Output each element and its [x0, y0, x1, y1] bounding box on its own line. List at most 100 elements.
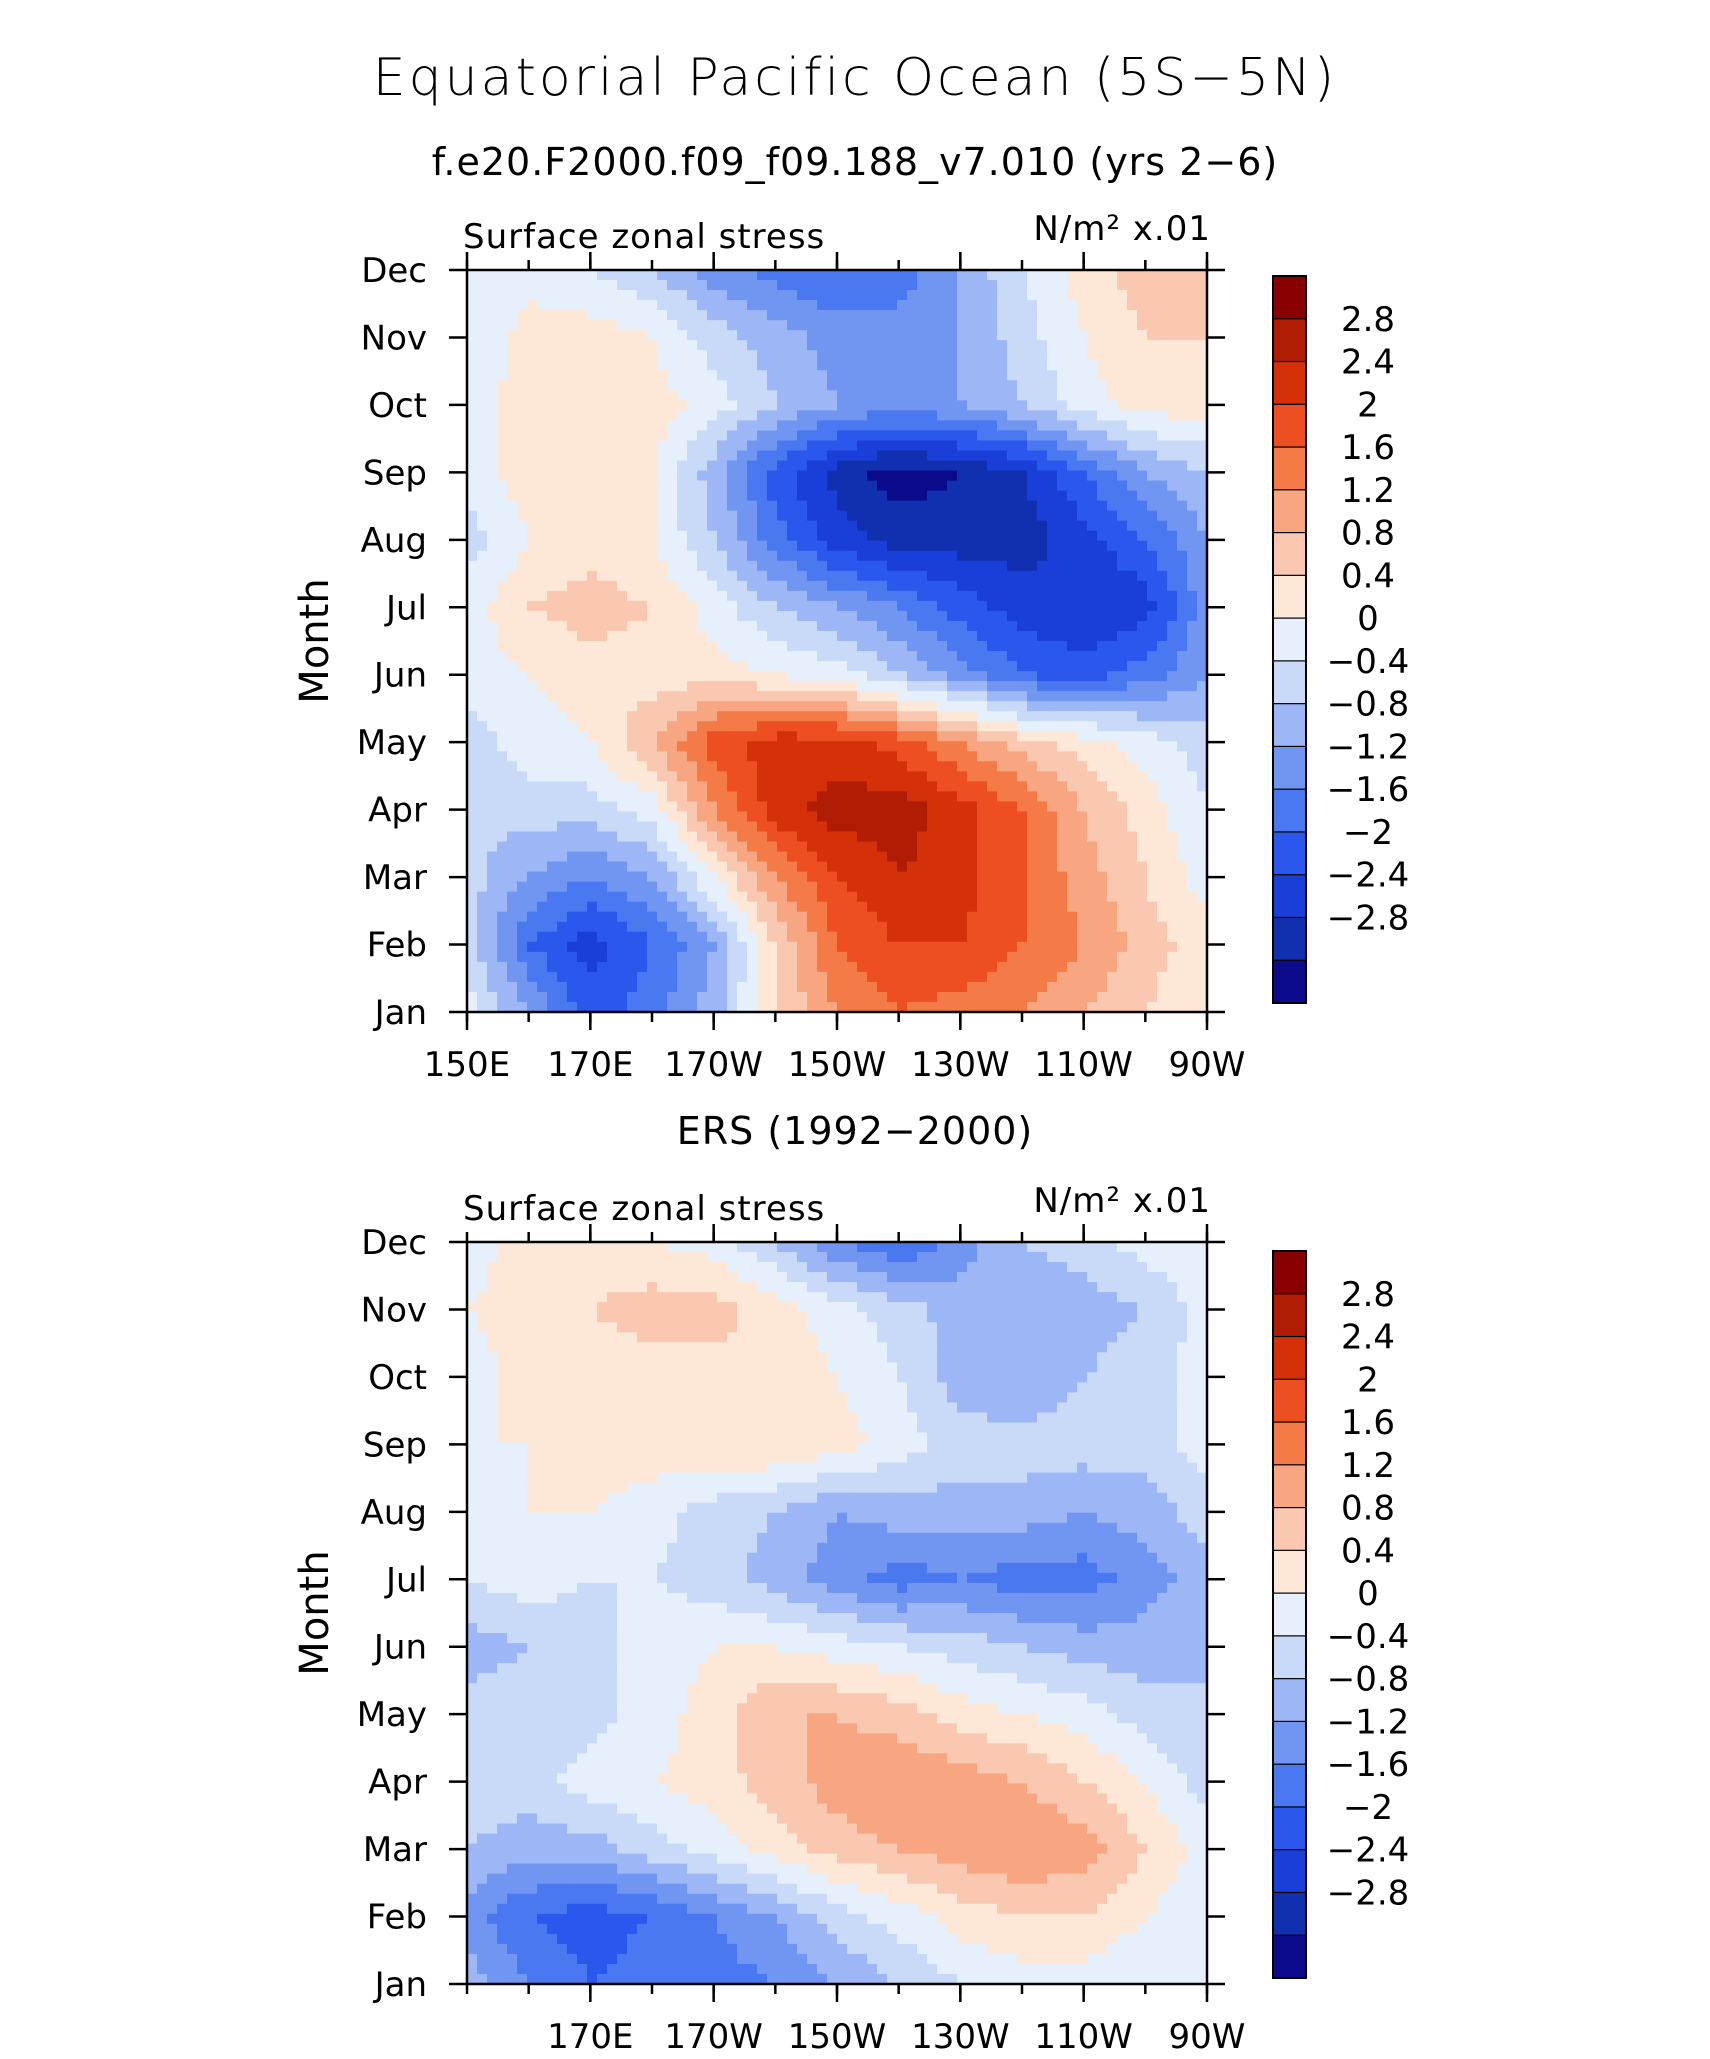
contour-cell — [837, 480, 848, 492]
contour-cell — [567, 681, 578, 692]
contour-cell — [837, 851, 848, 863]
contour-cell — [617, 480, 628, 492]
contour-cell — [1087, 530, 1098, 542]
contour-cell — [987, 310, 998, 321]
contour-cell — [817, 530, 828, 542]
contour-cell — [1077, 641, 1088, 652]
contour-cell — [697, 510, 708, 522]
contour-cell — [467, 300, 478, 311]
contour-cell — [477, 711, 488, 722]
contour-cell — [727, 400, 738, 411]
contour-cell — [467, 651, 478, 662]
contour-cell — [1047, 781, 1058, 793]
contour-cell — [877, 771, 888, 782]
contour-cell — [777, 540, 788, 552]
contour-cell — [867, 440, 878, 452]
contour-cell — [647, 751, 658, 762]
contour-cell — [1157, 721, 1168, 732]
contour-cell — [867, 600, 878, 612]
contour-cell — [547, 580, 558, 592]
contour-cell — [1007, 580, 1018, 592]
contour-cell — [657, 751, 668, 762]
contour-cell — [897, 270, 908, 281]
contour-cell — [747, 320, 758, 331]
contour-cell — [887, 460, 898, 472]
contour-cell — [747, 721, 758, 732]
contour-cell — [787, 310, 798, 321]
contour-cell — [937, 490, 948, 502]
contour-cell — [717, 671, 728, 682]
contour-cell — [867, 610, 878, 622]
contour-cell — [1187, 651, 1198, 662]
contour-cell — [517, 781, 528, 793]
contour-cell — [917, 580, 928, 592]
contour-cell — [817, 410, 828, 422]
contour-cell — [957, 600, 968, 612]
contour-cell — [877, 681, 888, 692]
contour-cell — [1147, 841, 1158, 853]
contour-cell — [827, 751, 838, 762]
contour-cell — [1047, 590, 1058, 602]
contour-cell — [527, 530, 538, 542]
contour-cell — [517, 500, 528, 512]
contour-cell — [507, 661, 518, 672]
contour-cell — [1017, 721, 1028, 732]
contour-cell — [597, 310, 608, 321]
contour-cell — [957, 320, 968, 331]
contour-cell — [807, 901, 818, 913]
contour-cell — [567, 791, 578, 803]
contour-cell — [567, 550, 578, 562]
contour-cell — [877, 721, 888, 732]
contour-cell — [1147, 480, 1158, 492]
contour-cell — [767, 410, 778, 422]
contour-cell — [937, 370, 948, 381]
contour-cell — [1147, 761, 1158, 772]
contour-cell — [1067, 540, 1078, 552]
contour-cell — [707, 470, 718, 482]
contour-cell — [647, 771, 658, 782]
contour-cell — [1147, 691, 1158, 702]
contour-cell — [1127, 610, 1138, 622]
contour-cell — [1127, 590, 1138, 602]
contour-cell — [1177, 530, 1188, 542]
contour-cell — [967, 320, 978, 331]
contour-cell — [917, 661, 928, 672]
contour-cell — [907, 430, 918, 442]
contour-cell — [1157, 300, 1168, 311]
contour-cell — [927, 340, 938, 351]
contour-cell — [607, 771, 618, 782]
contour-cell — [807, 781, 818, 793]
contour-cell — [837, 360, 848, 371]
contour-cell — [717, 811, 728, 823]
contour-cell — [917, 370, 928, 381]
contour-cell — [537, 520, 548, 532]
contour-cell — [737, 380, 748, 391]
contour-cell — [687, 310, 698, 321]
contour-cell — [567, 881, 578, 893]
contour-cell — [1047, 721, 1058, 732]
contour-cell — [687, 290, 698, 301]
contour-cell — [997, 310, 1008, 321]
contour-cell — [1157, 671, 1168, 682]
contour-cell — [777, 320, 788, 331]
contour-cell — [1197, 510, 1207, 522]
contour-cell — [1067, 310, 1078, 321]
contour-cell — [907, 881, 918, 893]
contour-cell — [527, 751, 538, 762]
contour-cell — [987, 570, 998, 582]
contour-cell — [937, 831, 948, 843]
contour-cell — [807, 350, 818, 361]
contour-cell — [1007, 370, 1018, 381]
contour-cell — [1057, 570, 1068, 582]
contour-cell — [907, 771, 918, 782]
contour-cell — [667, 330, 678, 341]
contour-cell — [807, 801, 818, 813]
contour-cell — [677, 340, 688, 351]
contour-cell — [827, 500, 838, 512]
contour-cell — [957, 560, 968, 572]
contour-cell — [837, 460, 848, 472]
contour-cell — [837, 410, 848, 422]
contour-cell — [857, 370, 868, 381]
contour-cell — [977, 580, 988, 592]
contour-cell — [1067, 671, 1078, 682]
